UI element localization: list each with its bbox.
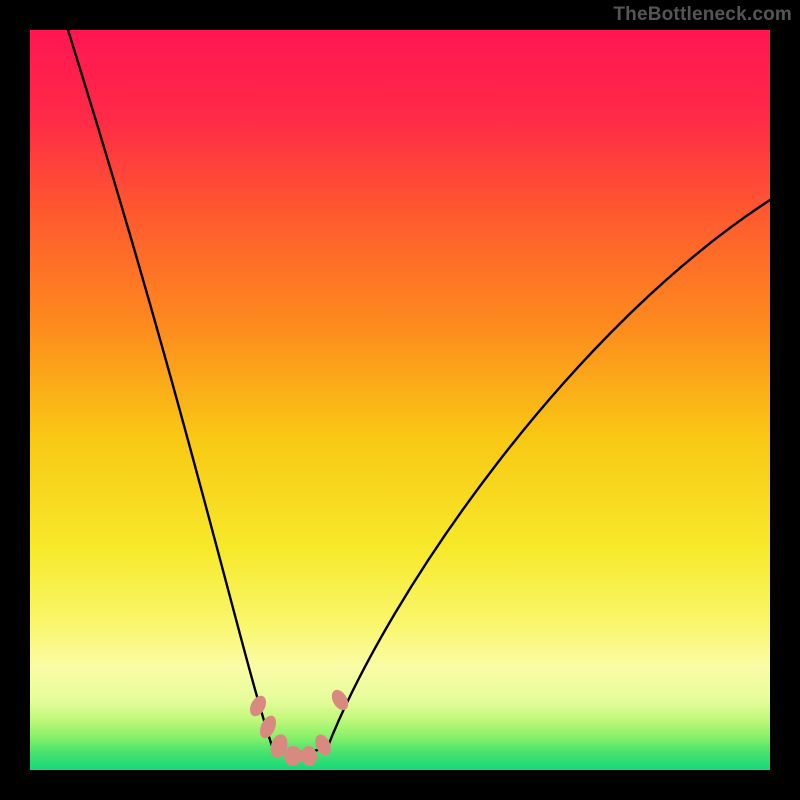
chart-frame: TheBottleneck.com	[0, 0, 800, 800]
watermark-text: TheBottleneck.com	[613, 4, 792, 26]
valley-bead	[300, 745, 319, 767]
bottleneck-curve	[68, 30, 770, 753]
valley-bead	[247, 693, 270, 719]
chart-svg	[0, 0, 800, 800]
